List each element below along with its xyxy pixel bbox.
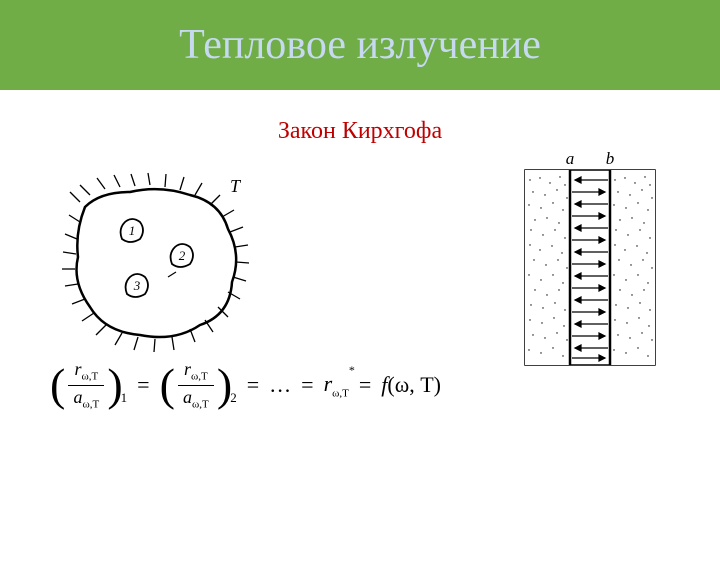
body-2: 2 — [171, 244, 193, 267]
r-star: r*ω,T — [324, 371, 349, 399]
body-1-label: 1 — [129, 223, 136, 238]
temperature-label: T — [230, 176, 242, 196]
equals-3: = — [301, 372, 313, 398]
ellipsis: … — [269, 372, 291, 398]
page-title: Тепловое излучение — [179, 21, 541, 69]
cavity-diagram: 1 2 3 T — [50, 167, 260, 362]
radiation-arrows — [572, 177, 608, 361]
kirchhoff-formula: ( rω,T aω,T ) 1 = ( rω,T aω,T ) 2 = … = … — [50, 360, 441, 410]
body-3: 3 — [126, 274, 148, 297]
function-f: f(ω, T) — [381, 372, 441, 398]
body-3-label: 3 — [133, 278, 141, 293]
index-1: 1 — [121, 390, 128, 406]
left-slab-bg — [525, 170, 570, 365]
plate-a-label: a — [566, 150, 575, 168]
plate-b-label: b — [606, 150, 615, 168]
parallel-plates-diagram: a b — [515, 150, 665, 380]
title-banner: Тепловое излучение — [0, 0, 720, 90]
ratio-2: ( rω,T aω,T ) 2 — [160, 360, 237, 410]
index-2: 2 — [230, 390, 237, 406]
cavity-outer-wall — [77, 189, 237, 337]
content-area: 1 2 3 T a b — [0, 145, 720, 565]
equals-1: = — [137, 372, 149, 398]
equals-4: = — [359, 372, 371, 398]
right-slab-bg — [610, 170, 655, 365]
ratio-1: ( rω,T aω,T ) 1 — [50, 360, 127, 410]
equals-2: = — [247, 372, 259, 398]
body-2-label: 2 — [179, 248, 186, 263]
subtitle: Закон Кирхгофа — [0, 118, 720, 145]
body-1: 1 — [121, 219, 143, 242]
